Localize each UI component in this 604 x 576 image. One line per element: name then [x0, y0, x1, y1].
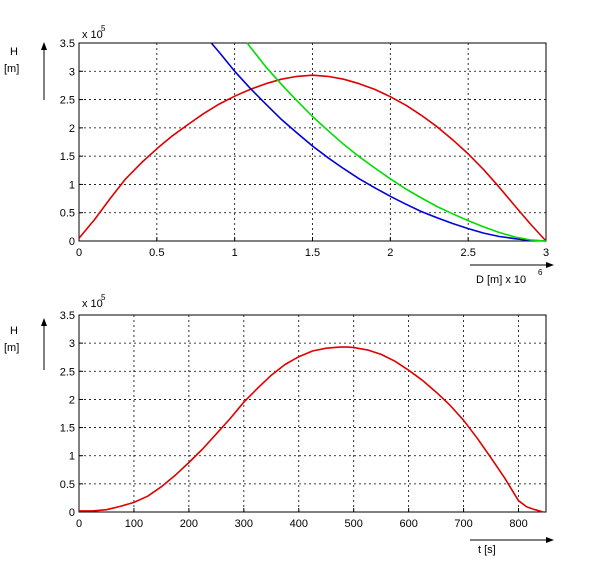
- y-tick-label: 0: [69, 236, 75, 248]
- x-tick-label: 400: [290, 518, 308, 530]
- y-tick-label: 0: [69, 507, 75, 519]
- series-line-0: [78, 74, 547, 242]
- x-exponent: 6: [538, 268, 543, 277]
- y-tick-label: 0.5: [60, 479, 75, 491]
- y-tick-label: 2.5: [60, 366, 75, 378]
- y-axis-arrow: [41, 318, 47, 370]
- y-tick-label: 1.5: [60, 151, 75, 163]
- y-tick-label: 3: [69, 338, 75, 350]
- x-axis-label: D [m] x 10: [476, 274, 526, 286]
- x-axis-arrow: [470, 262, 554, 268]
- x-tick-label: 500: [345, 518, 363, 530]
- y-tick-label: 2.5: [60, 95, 75, 107]
- x-tick-label: 3: [543, 247, 549, 259]
- grid: [79, 43, 546, 241]
- plot-area: [78, 42, 547, 242]
- x-tick-label: 700: [454, 518, 472, 530]
- y-tick-label: 1: [69, 179, 75, 191]
- x-tick-label: 800: [509, 518, 527, 530]
- series-group: [79, 346, 544, 513]
- x-tick-label: 300: [235, 518, 253, 530]
- y-exponent: 5: [101, 24, 106, 33]
- ticks: 0 100 200 300 400 500 600 700 800 0 0.5 1 1.5 2 2.5 3 3.…: [60, 310, 528, 530]
- x-tick-label: 2: [387, 247, 393, 259]
- y-tick-label: 2: [69, 394, 75, 406]
- x-tick-label: 2.5: [461, 247, 476, 259]
- chart-bottom: 0 100 200 300 400 500 600 700 800 0 0.5 1 1.5 2 2.5 3 3.…: [4, 293, 554, 556]
- plot-area: [78, 314, 547, 513]
- x-tick-label: 200: [180, 518, 198, 530]
- x-tick-label: 0.5: [149, 247, 164, 259]
- x-tick-label: 600: [399, 518, 417, 530]
- y-tick-label: 3.5: [60, 38, 75, 50]
- x-axis-arrow: [470, 537, 554, 543]
- x-tick-label: 1: [232, 247, 238, 259]
- x-tick-label: 100: [125, 518, 143, 530]
- chart-top: 0 0.5 1 1.5 2 2.5 3 0 0.5 1 1.5 2 2.5 3 3.5 H [m] x 10…: [4, 24, 554, 286]
- y-axis-arrow: [41, 42, 47, 100]
- y-tick-label: 2: [69, 123, 75, 135]
- x-tick-label: 0: [76, 518, 82, 530]
- y-multiplier: x 10: [82, 29, 103, 41]
- y-axis-unit: [m]: [4, 63, 19, 75]
- ticks: 0 0.5 1 1.5 2 2.5 3 0 0.5 1 1.5 2 2.5 3 3.5: [60, 38, 549, 259]
- x-tick-label: 0: [76, 247, 82, 259]
- series-line-1: [210, 42, 547, 242]
- series-line-0: [79, 346, 544, 513]
- y-tick-label: 0.5: [60, 208, 75, 220]
- y-tick-label: 1: [69, 451, 75, 463]
- x-axis-label: t [s]: [478, 544, 496, 556]
- y-axis-unit: [m]: [4, 342, 19, 354]
- y-tick-label: 3.5: [60, 310, 75, 322]
- series-group: [78, 42, 547, 242]
- y-multiplier: x 10: [82, 298, 103, 310]
- y-tick-label: 1.5: [60, 423, 75, 435]
- y-axis-label: H: [10, 325, 18, 337]
- x-tick-label: 1.5: [305, 247, 320, 259]
- y-exponent: 5: [101, 293, 106, 302]
- series-line-2: [246, 42, 547, 242]
- y-axis-label: H: [10, 46, 18, 58]
- y-tick-label: 3: [69, 66, 75, 78]
